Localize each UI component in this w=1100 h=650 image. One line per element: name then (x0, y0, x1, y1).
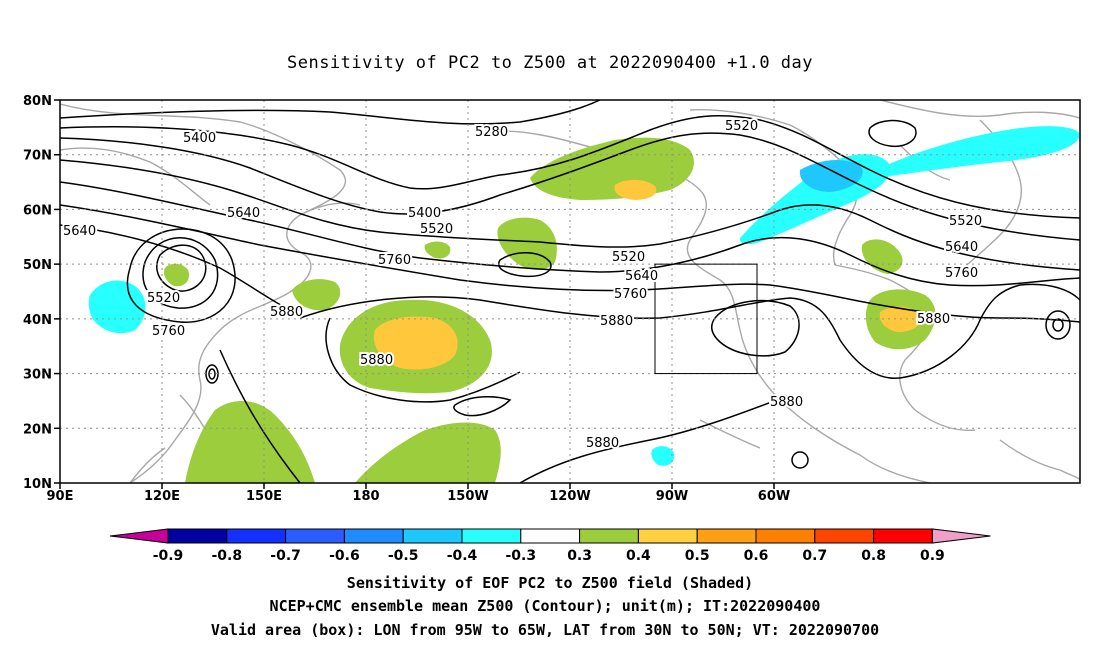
contour-label: 5880 (917, 312, 950, 327)
colorbar-high-triangle (931, 528, 991, 544)
shade-positive-kamchatka (424, 241, 451, 259)
shade-positive-bering (497, 217, 557, 270)
contour-labels: 5400 5280 5520 5640 5400 5520 5640 5520 … (61, 117, 984, 453)
colorbar-low-triangle (109, 528, 169, 544)
shade-positive-siberia (164, 263, 190, 287)
colorbar-swatch (696, 528, 757, 544)
map-title: Sensitivity of PC2 to Z500 at 2022090400… (287, 53, 813, 73)
lon-tick-label: 90E (47, 489, 74, 504)
shade-positive-tropics-west (185, 400, 315, 483)
shade-positive-pacific-core (373, 316, 458, 370)
lat-tick-label: 30N (23, 368, 52, 383)
colorbar-swatch (285, 528, 345, 544)
shade-negative-arctic (877, 126, 1080, 176)
contour-label: 5760 (945, 266, 978, 281)
colorbar-tick-label: 0.7 (802, 548, 827, 564)
colorbar-swatch (461, 528, 522, 544)
colorbar-tick-label: 0.9 (920, 548, 945, 564)
graticule (60, 100, 1080, 483)
shade-negative-siberia (88, 280, 146, 334)
colorbar-tick-label: -0.3 (505, 548, 536, 564)
lat-tick-label: 10N (23, 477, 52, 492)
lat-tick-label: 50N (23, 258, 52, 273)
shade-positive-alaska (530, 137, 694, 200)
valid-area-box (654, 263, 758, 375)
lat-tick-label: 60N (23, 203, 52, 218)
lon-tick-label: 180 (352, 489, 379, 504)
lon-tick-label: 120E (144, 489, 180, 504)
colorbar-tick-label: -0.4 (447, 548, 478, 564)
shade-negative-canada-core (799, 159, 863, 192)
caption-line-1: Sensitivity of EOF PC2 to Z500 field (Sh… (347, 574, 753, 592)
contour-label: 5520 (612, 250, 645, 265)
contour-label: 5280 (475, 125, 508, 140)
colorbar-swatch (579, 528, 639, 544)
colorbar-swatch (637, 528, 698, 544)
lon-tick-label: 150E (246, 489, 282, 504)
colorbar-swatch (343, 528, 404, 544)
contour-label: 5640 (63, 224, 96, 239)
contour-label: 5880 (600, 314, 633, 329)
colorbar-tick-label: -0.6 (329, 548, 360, 564)
caption-line-3: Valid area (box): LON from 95W to 65W, L… (211, 621, 879, 639)
contour-label: 5880 (770, 395, 803, 410)
colorbar-swatch (873, 528, 933, 544)
colorbar-swatch (814, 528, 875, 544)
lon-tick-label: 60W (758, 489, 790, 504)
colorbar-tick-label: 0.5 (685, 548, 710, 564)
contour-label: 5400 (408, 206, 441, 221)
lon-tick-label: 90W (656, 489, 688, 504)
contour-label: 5520 (725, 119, 758, 134)
shade-negative-pacific-small (651, 446, 675, 466)
shade-positive-japan (292, 279, 341, 311)
colorbar-tick-label: -0.5 (388, 548, 419, 564)
sensitivity-shading (88, 126, 1080, 483)
contour-label: 5760 (614, 287, 647, 302)
colorbar-tick-label: -0.9 (153, 548, 184, 564)
colorbar-tick-label: 0.3 (567, 548, 592, 564)
colorbar-tick-label: 0.8 (861, 548, 886, 564)
contour-label: 5520 (420, 222, 453, 237)
colorbar: -0.9 -0.8 -0.7 -0.6 -0.5 -0.4 -0.3 0.3 0.4 0.5 0.6… (109, 528, 991, 564)
contour-label: 5400 (183, 131, 216, 146)
contour-label: 5880 (586, 436, 619, 451)
colorbar-tick-label: -0.7 (270, 548, 301, 564)
lat-tick-label: 80N (23, 94, 52, 109)
contour-label: 5880 (360, 353, 393, 368)
lat-tick-label: 70N (23, 149, 52, 164)
colorbar-swatch (402, 528, 463, 544)
colorbar-swatch (167, 528, 228, 544)
contour-label: 5640 (945, 240, 978, 255)
contour-label: 5760 (378, 253, 411, 268)
shade-positive-alaska-core (614, 179, 657, 200)
contour-label: 5880 (270, 305, 303, 320)
lat-tick-label: 20N (23, 422, 52, 437)
caption-line-2: NCEP+CMC ensemble mean Z500 (Contour); u… (270, 597, 821, 615)
contour-label: 5760 (152, 324, 185, 339)
map-panel: 5400 5280 5520 5640 5400 5520 5640 5520 … (60, 100, 1080, 483)
shade-positive-tropics-central (355, 422, 501, 483)
colorbar-swatch (520, 528, 581, 544)
lon-tick-label: 150W (447, 489, 488, 504)
colorbar-swatch (226, 528, 287, 544)
lon-tick-label: 120W (549, 489, 590, 504)
colorbar-swatch (755, 528, 816, 544)
colorbar-tick-label: 0.6 (744, 548, 769, 564)
contour-label: 5640 (625, 269, 658, 284)
contour-label: 5520 (147, 291, 180, 306)
colorbar-tick-label: 0.4 (626, 548, 651, 564)
lat-tick-label: 40N (23, 313, 52, 328)
contour-label: 5520 (949, 214, 982, 229)
contour-label: 5640 (227, 206, 260, 221)
colorbar-tick-label: -0.8 (211, 548, 242, 564)
